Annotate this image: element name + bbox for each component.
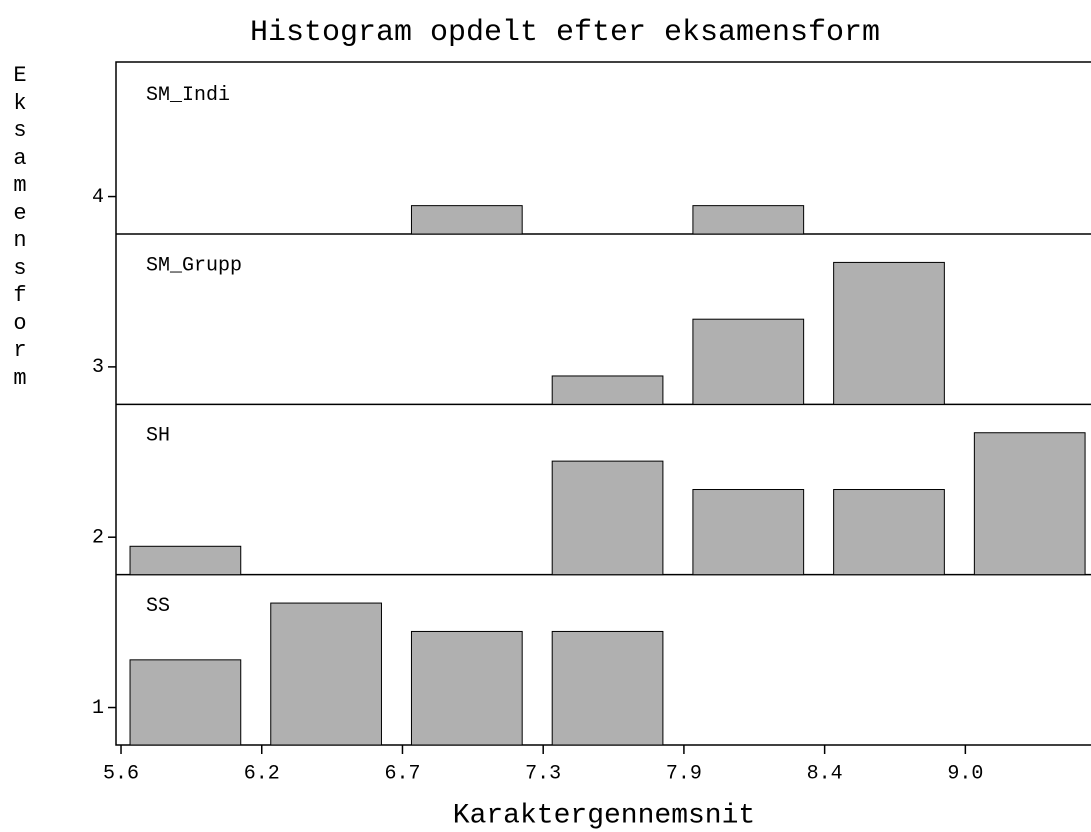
- panel-label: SS: [146, 595, 170, 618]
- y-axis-label: Eksamensform: [13, 63, 27, 391]
- x-tick-label: 8.4: [807, 762, 843, 785]
- y-tick-label: 2: [92, 526, 104, 549]
- x-tick-label: 5.6: [103, 762, 139, 785]
- bar: [410, 630, 523, 746]
- bar: [129, 545, 242, 576]
- y-tick-label: 1: [92, 697, 104, 720]
- y-tick-label: 4: [92, 186, 104, 209]
- x-tick-label: 7.3: [525, 762, 561, 785]
- x-tick-label: 6.2: [244, 762, 280, 785]
- bar: [973, 432, 1086, 576]
- bar: [692, 489, 805, 576]
- x-tick-label: 7.9: [666, 762, 702, 785]
- bar: [551, 630, 664, 746]
- bar: [410, 205, 523, 235]
- panel-label: SM_Indi: [146, 84, 230, 107]
- panel-label: SH: [146, 425, 170, 448]
- x-axis-label: Karaktergennemsnit: [453, 800, 755, 831]
- bar: [129, 659, 242, 746]
- bar: [270, 602, 382, 746]
- panel-label: SM_Grupp: [146, 254, 242, 277]
- bar: [692, 318, 805, 405]
- x-tick-label: 6.7: [384, 762, 420, 785]
- bar: [833, 261, 945, 405]
- y-tick-label: 3: [92, 356, 104, 379]
- chart-title: Histogram opdelt efter eksamensform: [250, 16, 880, 50]
- x-tick-label: 9.0: [947, 762, 983, 785]
- bar: [833, 489, 945, 576]
- bar: [551, 460, 664, 576]
- bar: [692, 205, 805, 235]
- bar: [551, 375, 664, 405]
